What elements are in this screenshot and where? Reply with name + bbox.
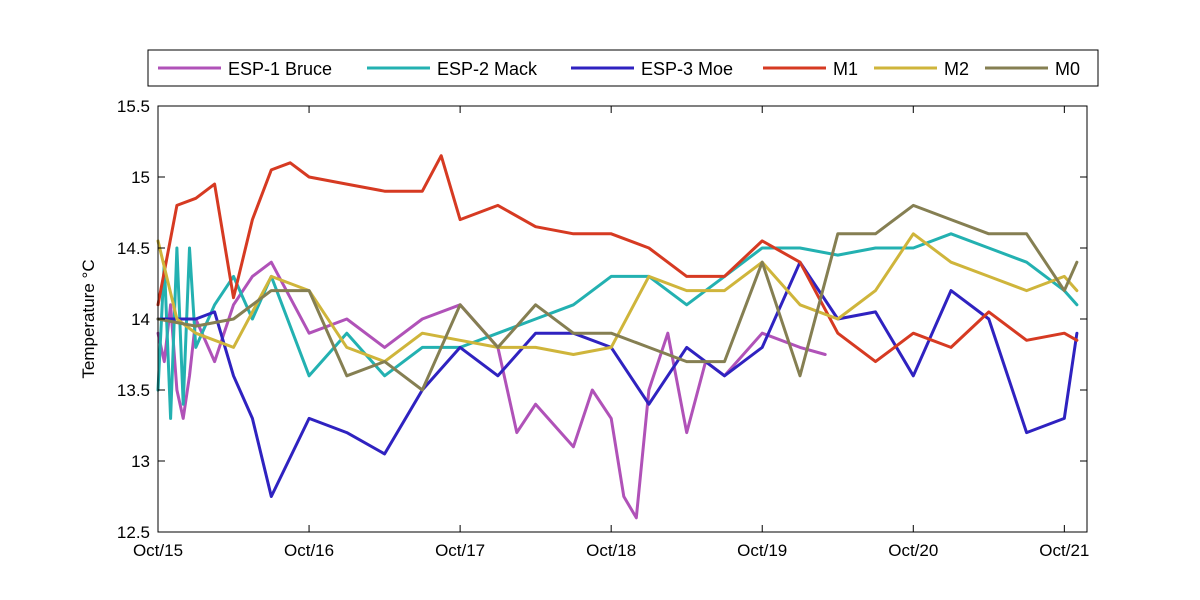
series-line-m2 — [156, 232, 1079, 364]
series-line-m0 — [156, 203, 1079, 392]
x-tick-label: Oct/18 — [586, 541, 636, 560]
legend-label-esp-2-mack: ESP-2 Mack — [437, 59, 538, 79]
y-tick-label: 13.5 — [117, 381, 150, 400]
series-layer — [156, 154, 1079, 520]
series-line-esp-2-mack — [156, 232, 1079, 420]
legend-label-m0: M0 — [1055, 59, 1080, 79]
x-tick-label: Oct/21 — [1039, 541, 1089, 560]
legend-label-esp-3-moe: ESP-3 Moe — [641, 59, 733, 79]
x-tick-label: Oct/20 — [888, 541, 938, 560]
legend: ESP-1 Bruce ESP-2 Mack ESP-3 Moe M1 M2 M0 — [147, 49, 1099, 87]
y-tick-label: 12.5 — [117, 523, 150, 542]
legend-label-m1: M1 — [833, 59, 858, 79]
x-tick-label: Oct/15 — [133, 541, 183, 560]
x-axis: Oct/15 Oct/16 Oct/17 Oct/18 Oct/19 Oct/20 Oct/… — [133, 106, 1089, 560]
y-tick-label: 13 — [131, 452, 150, 471]
legend-label-esp-1-bruce: ESP-1 Bruce — [228, 59, 332, 79]
series-line-m1 — [156, 154, 1079, 364]
y-axis-title: Temperature °C — [79, 259, 98, 378]
y-tick-label: 15 — [131, 168, 150, 187]
legend-label-m2: M2 — [944, 59, 969, 79]
y-tick-label: 14.5 — [117, 239, 150, 258]
y-axis: 12.5 13 13.5 14 14.5 15 15.5 — [117, 97, 1087, 542]
y-tick-label: 15.5 — [117, 97, 150, 116]
x-tick-label: Oct/17 — [435, 541, 485, 560]
x-tick-label: Oct/16 — [284, 541, 334, 560]
x-tick-label: Oct/19 — [737, 541, 787, 560]
series-line-esp-3-moe — [156, 260, 1079, 498]
y-tick-label: 14 — [131, 310, 150, 329]
